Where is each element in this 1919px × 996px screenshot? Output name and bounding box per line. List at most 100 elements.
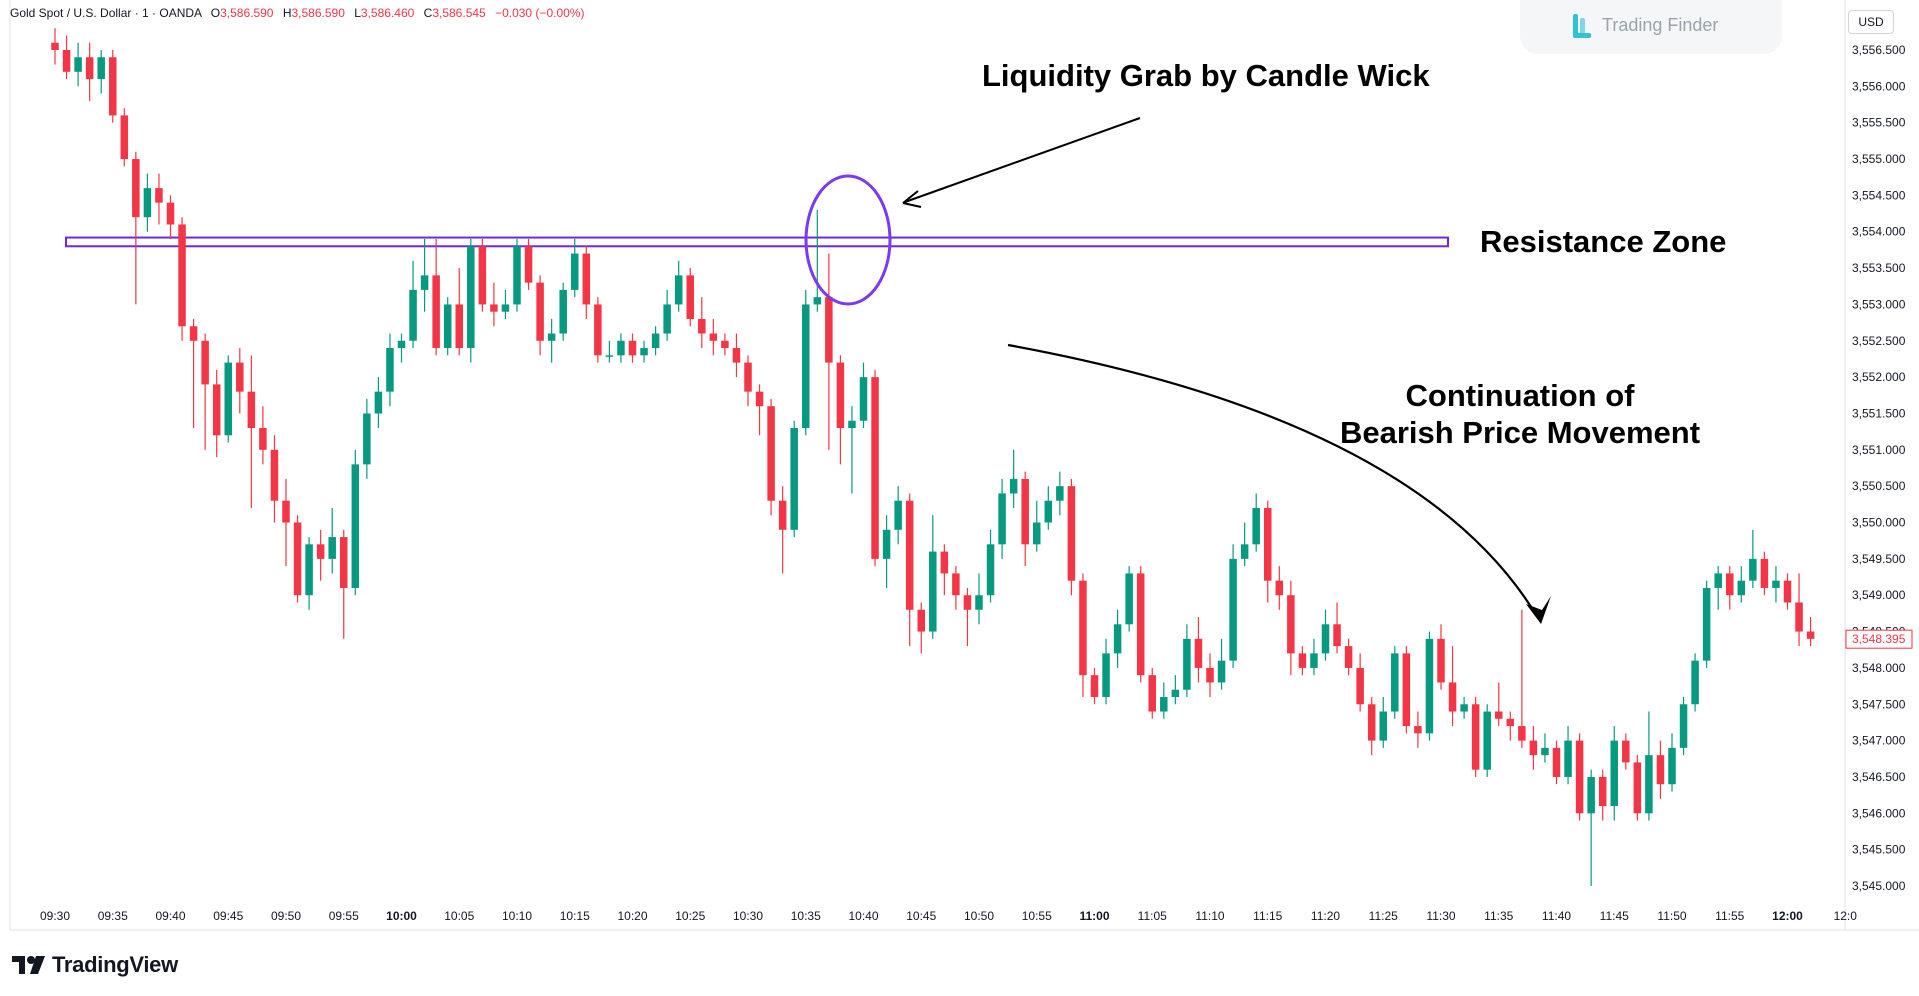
candle [1460, 696, 1468, 719]
candle-body [1495, 711, 1503, 719]
candle-body [594, 304, 602, 356]
candle-body [1252, 507, 1260, 545]
candle [1356, 653, 1364, 712]
candle-body [1622, 740, 1630, 763]
candle-body [1056, 486, 1064, 501]
candle [270, 435, 279, 523]
time-tick-label: 10:00 [386, 909, 417, 923]
candle-body [1113, 624, 1122, 654]
candle [443, 297, 452, 356]
candle-body [467, 246, 475, 349]
candle [1009, 449, 1018, 508]
candle-body [1518, 726, 1526, 741]
candle-body [1194, 638, 1203, 668]
watermark-text: Trading Finder [1602, 15, 1719, 35]
high-label: H [282, 6, 292, 20]
price-tick-label: 3,551.500 [1852, 406, 1906, 420]
open-value: 3,586.590 [220, 6, 274, 20]
candle [51, 28, 59, 65]
candle [1564, 726, 1572, 785]
candle [836, 355, 845, 465]
candle-body [1102, 653, 1110, 697]
candle [582, 246, 591, 319]
candle-body [1471, 704, 1480, 770]
candle-body [1033, 522, 1041, 545]
candle [1402, 646, 1411, 734]
candle-body [478, 246, 487, 305]
continuation-label-line1: Continuation of [1405, 378, 1635, 413]
candle-body [1125, 573, 1133, 625]
time-tick-label: 11:15 [1253, 909, 1282, 923]
candle [155, 173, 163, 225]
candle-body [1783, 580, 1792, 603]
time-tick-label: 10:35 [791, 909, 821, 923]
candle-body [363, 413, 371, 465]
candle [74, 42, 82, 87]
candle [374, 377, 383, 429]
price-tick-label: 3,547.500 [1852, 697, 1906, 711]
candle-body [1749, 558, 1757, 581]
candle-body [143, 188, 152, 218]
symbol-name[interactable]: Gold Spot / U.S. Dollar · 1 · OANDA [10, 6, 202, 20]
time-tick-label: 10:05 [444, 909, 474, 923]
candle [224, 355, 232, 443]
candle-body [1136, 573, 1145, 676]
candle [721, 333, 729, 356]
price-tick-label: 3,555.500 [1852, 116, 1906, 130]
tradingview-brand[interactable]: TradingView [12, 952, 178, 978]
time-tick-label: 10:20 [617, 909, 647, 923]
candle-body [1298, 653, 1307, 668]
candle-body [51, 42, 59, 50]
candle-body [1344, 646, 1353, 668]
candle [1310, 638, 1318, 676]
candle [605, 340, 614, 363]
candle-body [201, 340, 209, 385]
candle-body [998, 493, 1006, 545]
candle [212, 369, 221, 458]
candle-body [1171, 689, 1180, 697]
candle-body [224, 362, 232, 436]
candle [929, 515, 937, 639]
candle [1714, 566, 1722, 610]
currency-selector[interactable]: USD [1848, 10, 1894, 34]
time-tick-label: 10:15 [560, 909, 590, 923]
candle [1344, 638, 1353, 676]
candle [859, 362, 868, 429]
candle-body [744, 362, 752, 392]
candle [1252, 493, 1260, 552]
candle [1090, 667, 1099, 705]
candle [1587, 769, 1595, 886]
candle-body [1714, 573, 1722, 588]
candle-body [986, 544, 995, 596]
low-value: 3,586.460 [360, 6, 415, 20]
candle-body [409, 289, 417, 341]
candle-body [1737, 580, 1746, 596]
time-tick-label: 11:30 [1426, 909, 1455, 923]
candle-body [351, 464, 360, 588]
time-tick-label: 11:05 [1138, 909, 1167, 923]
price-tick-label: 3,554.500 [1852, 188, 1906, 202]
candle [778, 486, 787, 574]
candle [917, 602, 925, 654]
time-tick-label: 10:10 [502, 909, 532, 923]
price-tick-label: 3,549.000 [1852, 588, 1906, 602]
candle [536, 275, 544, 356]
candle [1079, 573, 1087, 697]
candle [1795, 573, 1803, 647]
candle-body [1645, 755, 1653, 814]
candle [1125, 566, 1133, 632]
candle [120, 108, 129, 167]
time-tick-label: 11:45 [1600, 909, 1629, 923]
candle-body [1275, 580, 1284, 596]
candle [1287, 580, 1295, 676]
candle-body [501, 304, 510, 312]
candle [848, 406, 856, 494]
time-tick-label: 10:55 [1022, 909, 1052, 923]
price-tick-label: 3,547.000 [1852, 734, 1906, 748]
candle [247, 355, 256, 508]
candle [109, 50, 117, 123]
candle [1645, 711, 1653, 821]
candle-body [559, 289, 567, 334]
time-tick-label: 11:35 [1484, 909, 1513, 923]
